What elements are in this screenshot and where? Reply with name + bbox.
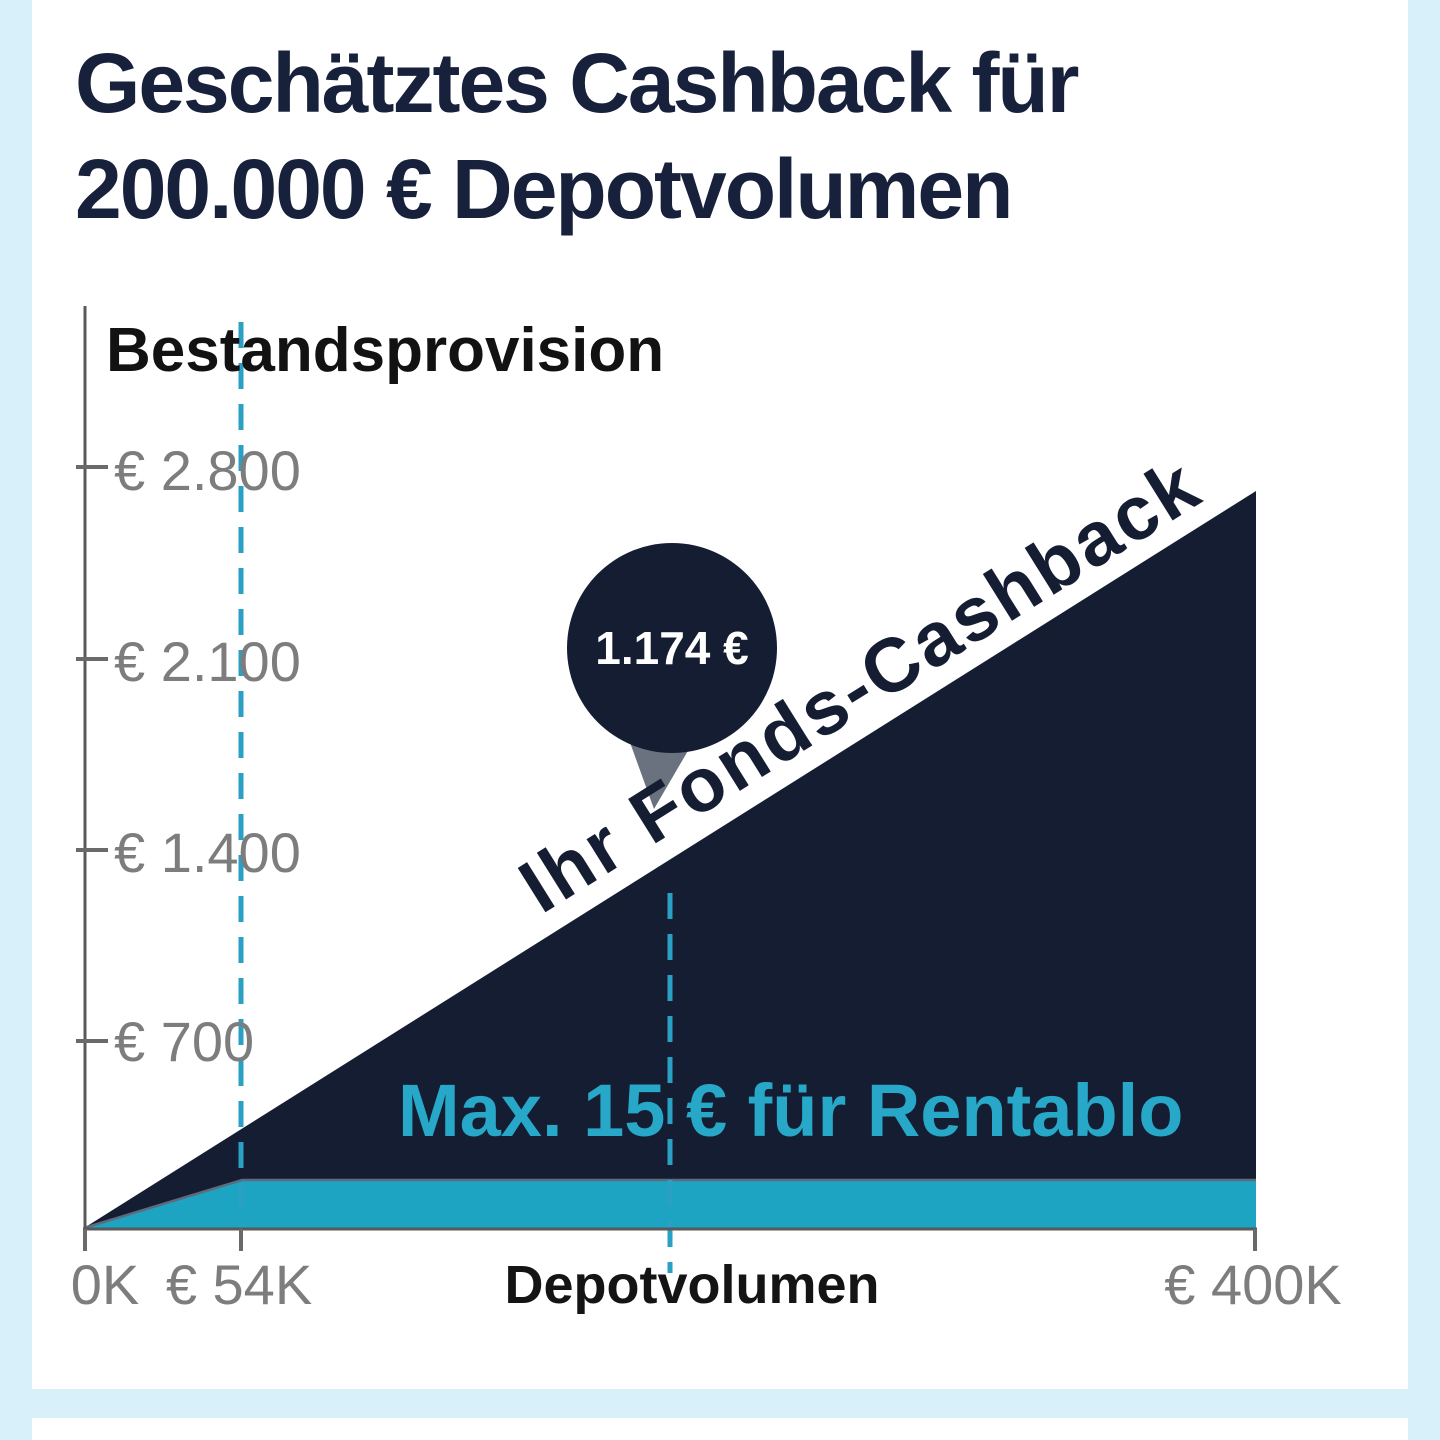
x-tick-label-54k: € 54K — [165, 1253, 313, 1316]
rentablo-band-label: Max. 15 € für Rentablo — [398, 1069, 1184, 1152]
y-axis-label: Bestandsprovision — [106, 316, 665, 385]
x-tick-label-400k: € 400K — [1164, 1253, 1342, 1316]
bottom-divider-strip — [0, 1389, 1440, 1418]
title-line-2: 200.000 € Depotvolumen — [75, 142, 1013, 236]
x-tick-label-0k: 0K — [70, 1253, 140, 1316]
value-bubble-text: 1.174 € — [595, 622, 749, 674]
y-tick-label-700: € 700 — [114, 1010, 255, 1073]
title-line-1: Geschätztes Cashback für — [75, 36, 1079, 130]
fonds-cashback-area — [84, 491, 1256, 1228]
page-title: Geschätztes Cashback für 200.000 € Depot… — [75, 30, 1079, 242]
y-tick-label-2800: € 2.800 — [114, 439, 301, 502]
right-border-strip — [1408, 0, 1440, 1440]
y-tick-label-1400: € 1.400 — [114, 821, 301, 884]
value-bubble: 1.174 € — [567, 543, 777, 753]
left-border-strip — [0, 0, 32, 1440]
x-axis-label: Depotvolumen — [504, 1255, 880, 1315]
rentablo-band-edge — [83, 1178, 1256, 1230]
bubble-pointer-icon — [628, 737, 696, 809]
y-tick-label-2100: € 2.100 — [114, 630, 301, 693]
